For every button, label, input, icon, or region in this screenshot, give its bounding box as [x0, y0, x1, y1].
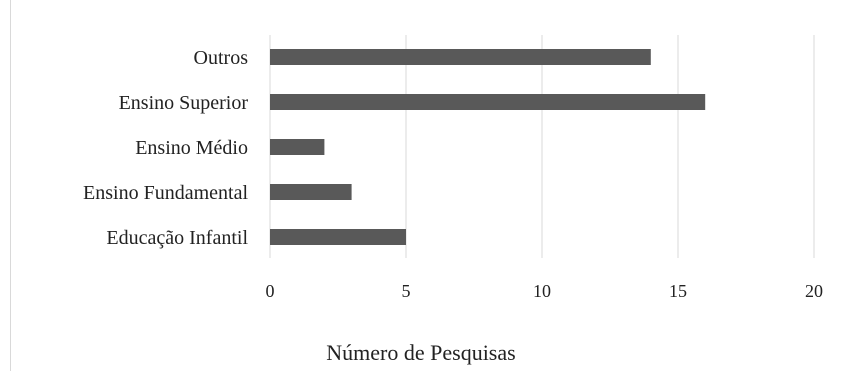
x-tick-label-10: 10 — [533, 281, 551, 301]
category-label-1: Ensino Superior — [119, 92, 249, 114]
bar-1 — [270, 94, 706, 110]
bars — [270, 49, 706, 245]
bar-3 — [270, 184, 352, 200]
category-labels: Outros Ensino Superior Ensino Médio Ensino … — [83, 47, 248, 249]
bar-2 — [270, 139, 325, 155]
x-tick-label-20: 20 — [805, 281, 823, 301]
x-tick-labels: 0 5 10 15 20 — [266, 281, 824, 301]
category-label-2: Ensino Médio — [135, 137, 248, 159]
category-label-4: Educação Infantil — [106, 227, 248, 249]
category-label-0: Outros — [194, 47, 249, 69]
x-tick-label-5: 5 — [402, 281, 411, 301]
x-tick-label-15: 15 — [669, 281, 687, 301]
gridlines — [269, 35, 815, 258]
bar-4 — [270, 229, 406, 245]
category-label-3: Ensino Fundamental — [83, 182, 248, 204]
bar-0 — [270, 49, 651, 65]
x-axis-title: Número de Pesquisas — [326, 340, 516, 365]
chart-frame-left-edge — [10, 0, 11, 371]
x-tick-label-0: 0 — [266, 281, 275, 301]
